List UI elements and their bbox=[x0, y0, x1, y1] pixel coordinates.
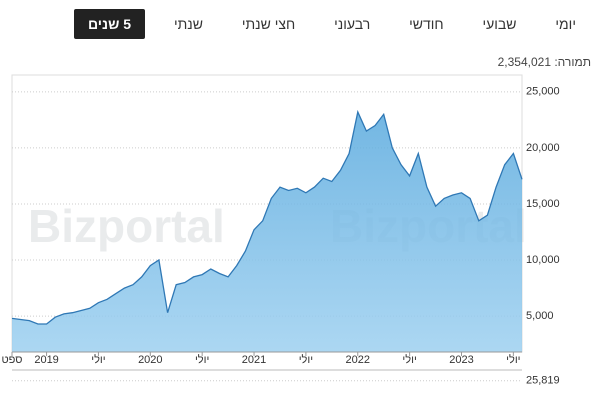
return-label: תמורה: bbox=[554, 55, 591, 69]
y-tick-label: 20,000 bbox=[526, 142, 560, 154]
watermark: Bizportal bbox=[28, 200, 225, 252]
x-tick-label: יולי bbox=[299, 353, 313, 366]
period-tab[interactable]: חצי שנתי bbox=[241, 16, 296, 32]
x-tick-label: יולי bbox=[402, 353, 416, 366]
line bbox=[11, 109, 523, 325]
period-tab[interactable]: רבעוני bbox=[334, 16, 371, 32]
return-value: 2,354,021 bbox=[497, 55, 551, 69]
x-tick-label: 2019 bbox=[34, 354, 58, 366]
period-tab[interactable]: שנתי bbox=[173, 16, 203, 32]
y-tick-label: 25,819 bbox=[526, 375, 560, 387]
y-tick-label: 5,000 bbox=[526, 310, 554, 322]
x-tick-label: 2020 bbox=[138, 354, 162, 366]
y-tick-label: 10,000 bbox=[526, 254, 560, 266]
y-tick-label: 15,000 bbox=[526, 198, 560, 210]
tab-bar: יומי שבועי חודשי רבעוני חצי שנתי שנתי 5 שנים bbox=[74, 8, 586, 40]
x-tick-label: יולי bbox=[91, 353, 105, 366]
period-tab[interactable]: חודשי bbox=[409, 16, 444, 32]
area bbox=[12, 112, 522, 352]
period-tab[interactable]: יומי bbox=[555, 16, 576, 32]
period-tab[interactable]: שבועי bbox=[482, 16, 517, 32]
period-tab[interactable]: 5 שנים bbox=[74, 9, 146, 39]
x-tick-label: 2021 bbox=[242, 354, 266, 366]
y-tick-label: 25,000 bbox=[526, 86, 560, 98]
x-tick-label: 2023 bbox=[449, 354, 473, 366]
x-tick-label: יולי bbox=[506, 353, 520, 366]
x-tick-label: 2022 bbox=[346, 354, 370, 366]
return-row: תמורה: 2,354,021 bbox=[498, 55, 591, 69]
x-tick-label: יולי bbox=[195, 353, 209, 366]
x-tick-label: ספט bbox=[2, 354, 23, 366]
